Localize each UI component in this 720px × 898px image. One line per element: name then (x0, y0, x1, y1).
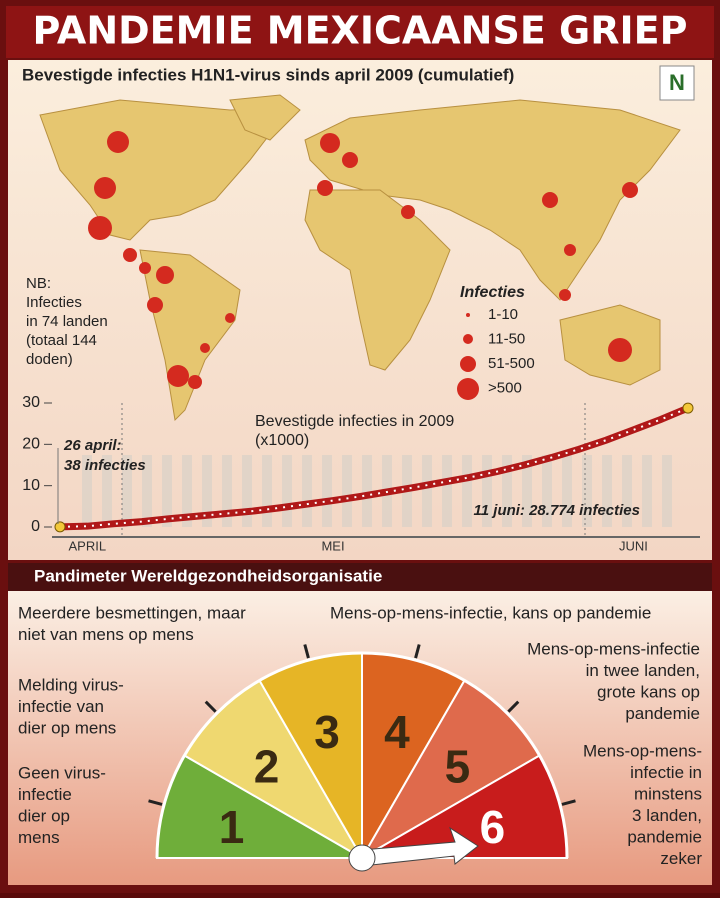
continents (39, 94, 681, 422)
phase-marker (414, 644, 421, 659)
background-stripe (142, 455, 152, 527)
chart-title: Bevestigde infecties in 2009 (255, 413, 454, 430)
phase-text: 3 landen, (632, 806, 702, 825)
phase-marker (303, 644, 310, 659)
annotation: 26 april: (63, 437, 122, 454)
map-note: (totaal 144 (26, 332, 97, 349)
phase-text: mens (18, 828, 60, 847)
background-stripe (482, 455, 492, 527)
end-point (54, 521, 66, 533)
background-stripe (362, 455, 372, 527)
background-stripe (462, 455, 472, 527)
background-stripe (342, 455, 352, 527)
gauge-hub (348, 844, 376, 872)
phase-text: zeker (660, 849, 702, 868)
legend-item: 11-50 (488, 330, 525, 347)
phase-text: minstens (634, 784, 702, 803)
phase-number: 4 (384, 706, 410, 758)
background-stripe (302, 455, 312, 527)
phase-text: infectie (18, 785, 72, 804)
annotation: 38 infecties (64, 457, 146, 474)
background-stripe (602, 455, 612, 527)
phase-number: 3 (314, 706, 340, 758)
phase-number: 2 (254, 741, 280, 793)
legend-item: >500 (488, 379, 522, 396)
phase-marker (148, 799, 163, 806)
phase-marker (204, 700, 217, 713)
phase-text: Meerdere besmettingen, maar (18, 603, 246, 622)
map-title: Bevestigde infecties H1N1-virus sinds ap… (22, 65, 514, 84)
phase-text: infectie van (18, 697, 104, 716)
phase-number: 5 (445, 741, 471, 793)
y-tick-label: 20 (22, 436, 40, 453)
y-tick-label: 0 (31, 518, 40, 535)
phase-text: Mens-op-mens-infectie (527, 639, 700, 658)
map-note: in 74 landen (26, 313, 108, 330)
map-note: NB: (26, 275, 51, 292)
gauge-outline (155, 651, 569, 859)
pandimeter-title: Pandimeter Wereldgezondheidsorganisatie (34, 566, 382, 585)
phase-text: dier op (18, 806, 70, 825)
phase-text: dier op mens (18, 718, 116, 737)
phase-marker (561, 799, 576, 806)
background-stripe (562, 455, 572, 527)
map-legend (457, 313, 479, 400)
legend-title: Infecties (460, 284, 525, 301)
y-tick-label: 10 (22, 477, 40, 494)
phase-number: 1 (219, 801, 245, 853)
background-stripe (642, 455, 652, 527)
background-stripe (282, 455, 292, 527)
outbreak-dots (88, 131, 638, 389)
background-stripe (662, 455, 672, 527)
background-stripe (622, 455, 632, 527)
pandimeter-bar (8, 563, 712, 591)
phase-text: pandemie (627, 827, 702, 846)
end-point (682, 402, 694, 414)
background-stripe (242, 455, 252, 527)
background-stripe (182, 455, 192, 527)
data-line-dashes (59, 407, 689, 528)
map-note: doden) (26, 351, 73, 368)
background-stripe (202, 455, 212, 527)
phase-text: in twee landen, (586, 661, 700, 680)
phase-text: Geen virus- (18, 763, 106, 782)
background-stripe (522, 455, 532, 527)
logo: N (669, 70, 685, 95)
background-stripe (542, 455, 552, 527)
phase-text: infectie in (630, 763, 702, 782)
logo-box (659, 65, 695, 101)
background-stripe (162, 455, 172, 527)
background-stripe (222, 455, 232, 527)
title-bar (6, 6, 714, 58)
gauge-arrow (361, 826, 479, 867)
x-tick-label: MEI (321, 538, 344, 553)
background-stripe (582, 455, 592, 527)
legend-item: 51-500 (488, 355, 535, 372)
phase-text: pandemie (625, 704, 700, 723)
background-stripe (262, 455, 272, 527)
phase-text: Mens-op-mens- (583, 741, 702, 760)
phase-text: Mens-op-mens-infectie, kans op pandemie (330, 603, 651, 622)
y-tick-label: 30 (22, 394, 40, 411)
background-stripe (122, 455, 132, 527)
phase-text: Melding virus- (18, 675, 124, 694)
background-stripe (502, 455, 512, 527)
phase-text: niet van mens op mens (18, 625, 194, 644)
background-stripe (102, 455, 112, 527)
chart-subtitle: (x1000) (255, 432, 309, 449)
legend-item: 1-10 (488, 306, 518, 323)
phase-marker (507, 700, 520, 713)
background-stripe (442, 455, 452, 527)
background-stripe (322, 455, 332, 527)
map-note: Infecties (26, 294, 82, 311)
annotation: 11 juni: 28.774 infecties (474, 502, 640, 519)
phase-number: 6 (480, 801, 506, 853)
title: PANDEMIE MEXICAANSE GRIEP (33, 9, 688, 53)
x-tick-label: APRIL (69, 538, 107, 553)
phase-text: grote kans op (597, 682, 700, 701)
background-stripe (82, 455, 92, 527)
background-stripe (422, 455, 432, 527)
x-tick-label: JUNI (619, 538, 648, 553)
